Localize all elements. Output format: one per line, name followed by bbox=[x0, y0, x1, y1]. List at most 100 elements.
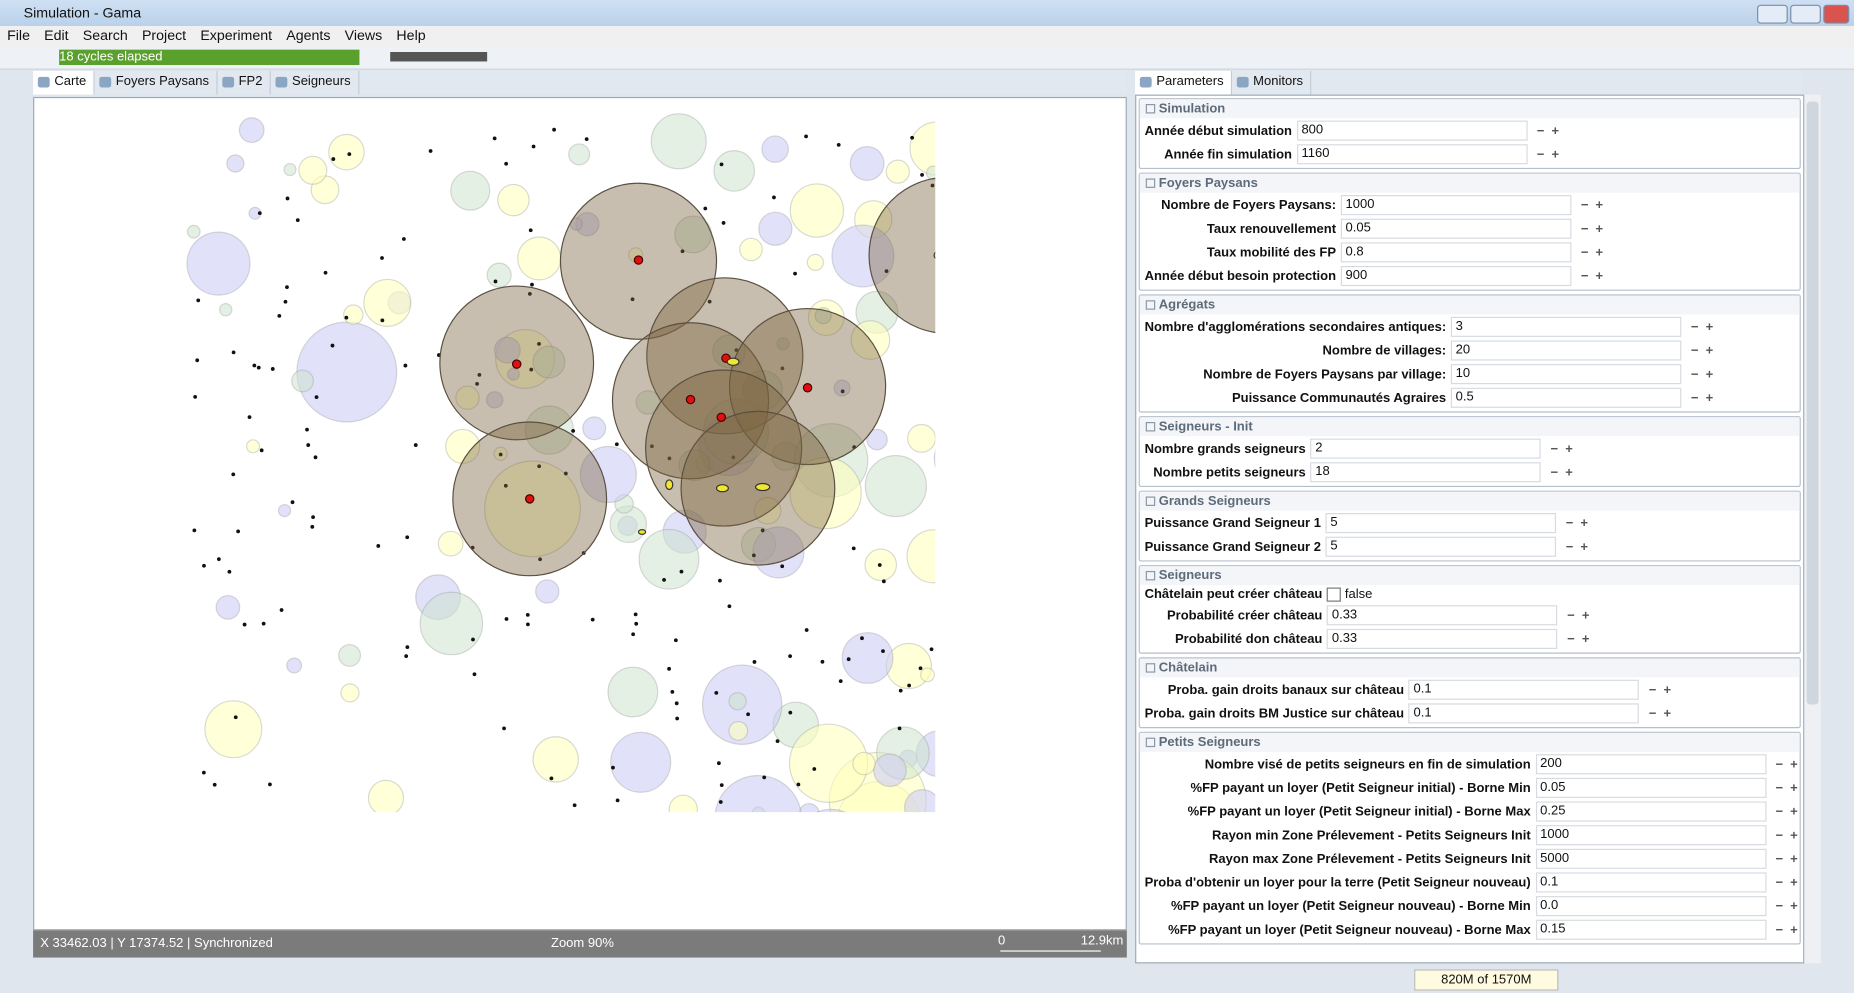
household-zone bbox=[743, 824, 769, 850]
param-value[interactable]: 3 bbox=[1450, 316, 1682, 337]
param-value[interactable]: 2 bbox=[1310, 438, 1542, 459]
param-value[interactable]: 0.05 bbox=[1340, 218, 1572, 239]
param-value[interactable]: 900 bbox=[1340, 265, 1572, 287]
param-value[interactable]: 0.0 bbox=[1535, 896, 1766, 917]
side-tab[interactable]: Monitors bbox=[1232, 70, 1312, 95]
household bbox=[530, 282, 534, 287]
param-value[interactable]: 0.05 bbox=[1535, 777, 1766, 798]
param-value[interactable]: 0.8 bbox=[1340, 242, 1572, 263]
param-value[interactable]: 10 bbox=[1450, 364, 1682, 385]
param-buttons[interactable]: −+ bbox=[1565, 539, 1596, 554]
param-buttons[interactable]: −+ bbox=[1580, 221, 1611, 236]
param-value[interactable]: 0.1 bbox=[1408, 703, 1640, 724]
param-value[interactable]: 0.5 bbox=[1450, 387, 1682, 408]
param-value[interactable]: 0.33 bbox=[1327, 628, 1558, 649]
view-tab[interactable]: Seigneurs bbox=[271, 70, 359, 95]
close[interactable] bbox=[1823, 4, 1850, 24]
menu-item[interactable]: Agents bbox=[286, 27, 331, 44]
menu-item[interactable]: Search bbox=[82, 27, 128, 44]
param-buttons[interactable]: −+ bbox=[1775, 804, 1805, 819]
household-zone bbox=[315, 862, 361, 908]
household bbox=[563, 471, 568, 476]
param-value[interactable]: 1000 bbox=[1340, 195, 1572, 216]
param-buttons[interactable]: −+ bbox=[1775, 875, 1805, 890]
section-title[interactable]: Seigneurs - Init bbox=[1139, 417, 1800, 437]
param-value[interactable]: 0.33 bbox=[1327, 605, 1558, 626]
checkbox[interactable] bbox=[1327, 587, 1342, 602]
param-value[interactable]: 1160 bbox=[1296, 144, 1528, 165]
menu-item[interactable]: File bbox=[7, 27, 30, 44]
param-buttons[interactable]: −+ bbox=[1565, 516, 1596, 531]
param-value[interactable]: 5 bbox=[1325, 536, 1557, 557]
household bbox=[721, 221, 726, 225]
param-buttons[interactable]: −+ bbox=[1550, 441, 1580, 456]
section-title[interactable]: Grands Seigneurs bbox=[1139, 491, 1800, 511]
param-buttons[interactable]: −+ bbox=[1536, 147, 1567, 162]
param-buttons[interactable]: −+ bbox=[1690, 319, 1721, 334]
household bbox=[772, 195, 776, 200]
param-value[interactable]: 200 bbox=[1535, 754, 1766, 775]
household bbox=[259, 448, 264, 453]
param-buttons[interactable]: −+ bbox=[1690, 390, 1721, 405]
scrollbar[interactable] bbox=[1804, 94, 1821, 964]
section-title[interactable]: Petits Seigneurs bbox=[1139, 732, 1800, 752]
household bbox=[855, 828, 859, 832]
param-buttons[interactable]: −+ bbox=[1580, 268, 1611, 284]
minimize[interactable] bbox=[1757, 4, 1788, 24]
param-value[interactable]: 0.15 bbox=[1535, 919, 1766, 940]
param-buttons[interactable]: −+ bbox=[1690, 367, 1721, 382]
household bbox=[313, 455, 318, 460]
param-buttons[interactable]: −+ bbox=[1648, 682, 1679, 697]
view-tab[interactable]: Carte bbox=[33, 70, 95, 95]
param-buttons[interactable]: −+ bbox=[1580, 198, 1611, 213]
household-zone bbox=[728, 721, 749, 741]
param-buttons[interactable]: −+ bbox=[1775, 922, 1805, 937]
castles bbox=[511, 255, 813, 504]
param-buttons[interactable]: −+ bbox=[1580, 245, 1611, 260]
param-buttons[interactable]: −+ bbox=[1567, 608, 1597, 623]
view-tab[interactable]: FP2 bbox=[217, 70, 271, 95]
param-value[interactable]: 20 bbox=[1450, 340, 1682, 361]
param-section: Châtelain Proba. gain droits banaux sur c… bbox=[1138, 657, 1801, 729]
param-checkbox[interactable]: false bbox=[1327, 587, 1605, 602]
param-buttons[interactable]: −+ bbox=[1775, 851, 1805, 866]
household bbox=[236, 529, 241, 534]
menu-item[interactable]: Help bbox=[396, 27, 426, 44]
param-value[interactable]: 1000 bbox=[1535, 825, 1766, 846]
param-value[interactable]: 800 bbox=[1296, 120, 1528, 141]
speed-slider[interactable] bbox=[390, 52, 488, 62]
menu-item[interactable]: Edit bbox=[44, 27, 69, 44]
param-value[interactable]: 5 bbox=[1325, 513, 1557, 534]
param-buttons[interactable]: −+ bbox=[1567, 631, 1597, 647]
section-title[interactable]: Foyers Paysans bbox=[1139, 173, 1800, 193]
param-buttons[interactable]: −+ bbox=[1536, 123, 1567, 138]
section-title[interactable]: Agrégats bbox=[1139, 295, 1800, 315]
menu-item[interactable]: Experiment bbox=[200, 27, 273, 44]
side-tab[interactable]: Parameters bbox=[1135, 70, 1232, 95]
section-title[interactable]: Seigneurs bbox=[1139, 566, 1800, 586]
param-buttons[interactable]: −+ bbox=[1690, 343, 1721, 358]
param-value[interactable]: 5000 bbox=[1535, 848, 1766, 869]
maximize[interactable] bbox=[1790, 4, 1821, 24]
param-buttons[interactable]: −+ bbox=[1648, 706, 1679, 721]
zoom: Zoom 90% bbox=[550, 936, 614, 951]
household bbox=[504, 161, 509, 166]
param-buttons[interactable]: −+ bbox=[1550, 465, 1580, 480]
param-buttons[interactable]: −+ bbox=[1775, 757, 1805, 772]
household bbox=[323, 270, 328, 275]
menu-item[interactable]: Views bbox=[344, 27, 383, 44]
menu-item[interactable]: Project bbox=[141, 27, 187, 44]
param-value[interactable]: 0.1 bbox=[1535, 872, 1766, 893]
section-title[interactable]: Châtelain bbox=[1139, 658, 1800, 678]
param-buttons[interactable]: −+ bbox=[1775, 828, 1805, 843]
view-tab[interactable]: Foyers Paysans bbox=[94, 70, 218, 95]
param-label: Rayon min Zone Prélevement - Petits Seig… bbox=[1211, 828, 1531, 843]
param-buttons[interactable]: −+ bbox=[1775, 780, 1805, 795]
param-value[interactable]: 18 bbox=[1310, 462, 1542, 483]
memory-status[interactable]: 820M of 1570M bbox=[1414, 969, 1559, 991]
param-value[interactable]: 0.1 bbox=[1408, 679, 1640, 700]
param-value[interactable]: 0.25 bbox=[1535, 801, 1766, 822]
param-label: Nombre grands seigneurs bbox=[1144, 441, 1306, 456]
section-title[interactable]: Simulation bbox=[1139, 99, 1800, 119]
param-buttons[interactable]: −+ bbox=[1775, 899, 1805, 914]
